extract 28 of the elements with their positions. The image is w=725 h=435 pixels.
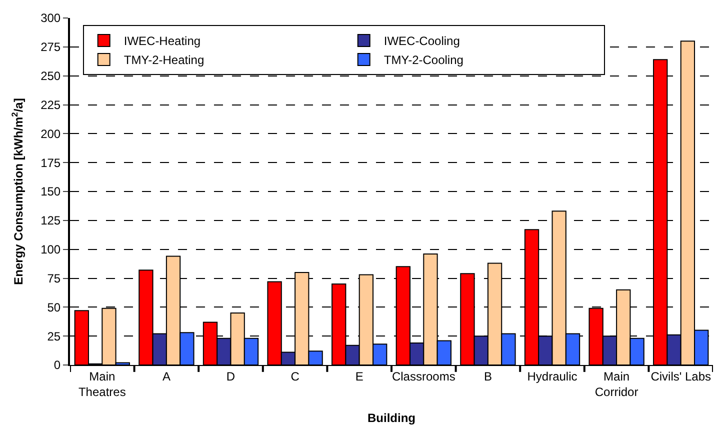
- y-tick-label: 25: [47, 329, 61, 344]
- legend-label: TMY-2-Cooling: [384, 53, 464, 68]
- x-tick-label: D: [226, 369, 236, 384]
- x-tick-label: Civils' Labs: [650, 369, 712, 384]
- y-tick-label: 50: [47, 300, 61, 314]
- y-tick-label: 250: [40, 69, 61, 84]
- x-tick-label: E: [355, 369, 364, 384]
- y-tick-label: 75: [47, 271, 61, 286]
- x-tick-label: B: [484, 369, 492, 384]
- legend-label: TMY-2-Heating: [124, 53, 204, 68]
- y-tick-label: 150: [40, 184, 61, 199]
- x-axis-title: Building: [368, 410, 416, 425]
- y-tick-label: 0: [54, 358, 61, 372]
- y-tick-label: 300: [40, 11, 61, 26]
- x-tick-label: Main Corridor: [594, 369, 638, 399]
- x-tick-label: Classrooms: [392, 369, 456, 384]
- y-tick-label: 100: [40, 242, 61, 257]
- y-tick-label: 275: [40, 40, 61, 54]
- y-tick-label: 175: [40, 156, 61, 170]
- x-tick-label: Hydraulic: [527, 369, 578, 384]
- y-tick-label: 225: [40, 98, 61, 112]
- x-tick-label: Main Theatres: [78, 369, 126, 399]
- legend-label: IWEC-Heating: [124, 34, 201, 48]
- x-tick-label: A: [162, 369, 170, 384]
- y-tick-label: 125: [40, 214, 61, 228]
- y-tick-label: 200: [40, 126, 61, 141]
- x-tick-label: C: [290, 369, 300, 384]
- legend-label: IWEC-Cooling: [384, 34, 460, 48]
